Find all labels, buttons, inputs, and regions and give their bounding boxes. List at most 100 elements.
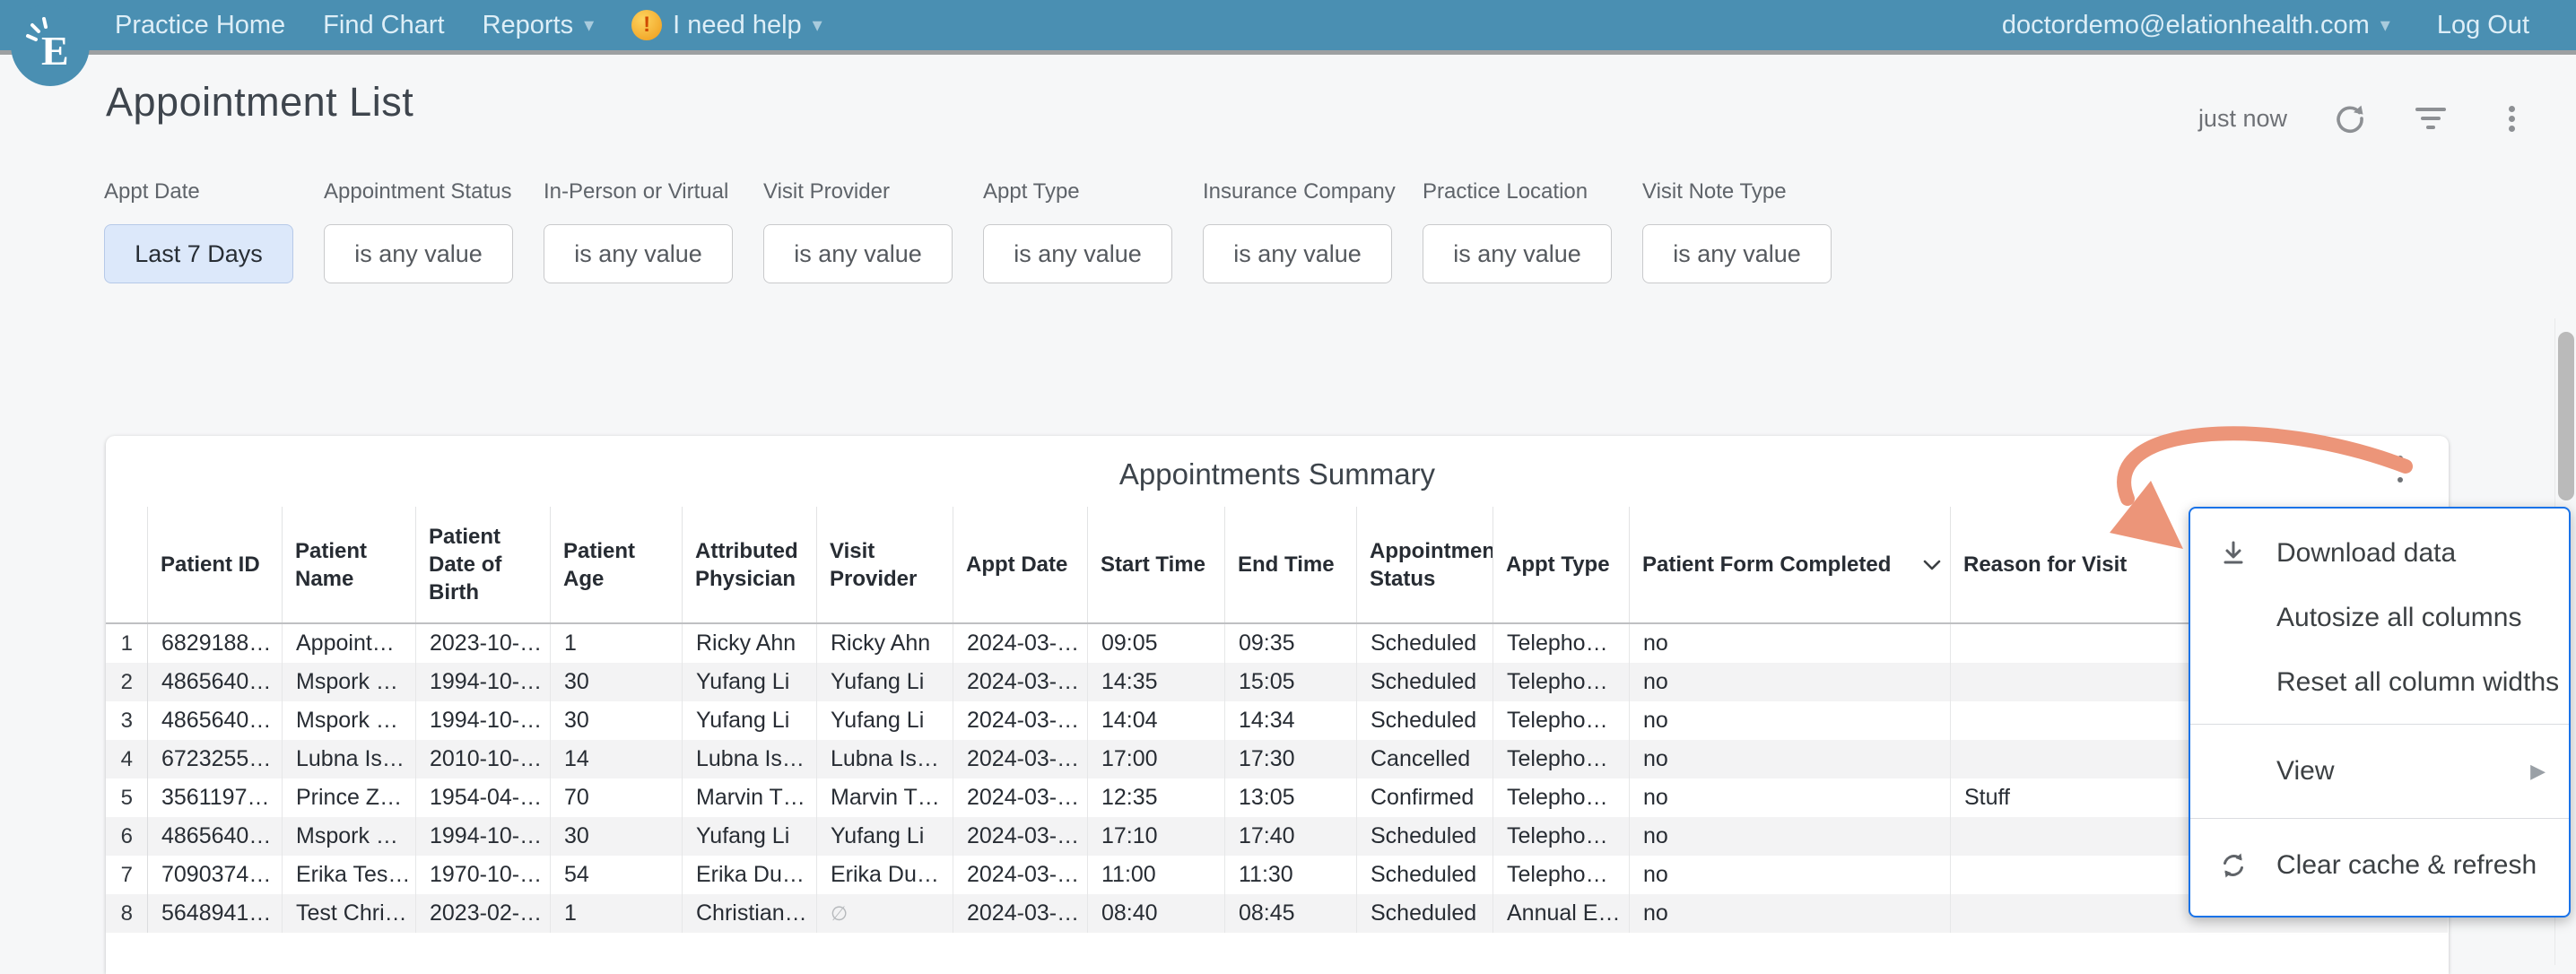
cell-patient_form_completed[interactable]: no (1630, 701, 1951, 740)
cell-appointment_status[interactable]: Scheduled (1357, 856, 1493, 894)
cell-patient_dob[interactable]: 1994-10-… (416, 663, 551, 701)
cell-start_time[interactable]: 17:10 (1088, 817, 1225, 856)
cell-visit_provider[interactable]: Ricky Ahn (817, 624, 953, 663)
cell-patient_name[interactable]: Mspork … (283, 817, 416, 856)
cell-visit_provider[interactable]: Yufang Li (817, 701, 953, 740)
cell-patient_dob[interactable]: 1954-04-… (416, 778, 551, 817)
filter-value-chip[interactable]: Last 7 Days (104, 224, 293, 283)
cell-end_time[interactable]: 17:40 (1225, 817, 1357, 856)
cell-appt_date[interactable]: 2024-03-… (953, 663, 1088, 701)
cell-appt_type[interactable]: Annual E… (1493, 894, 1630, 933)
cell-appointment_status[interactable]: Scheduled (1357, 701, 1493, 740)
menu-item-clear-cache-refresh[interactable]: Clear cache & refresh (2190, 828, 2569, 903)
cell-end_time[interactable]: 09:35 (1225, 624, 1357, 663)
filter-value-chip[interactable]: is any value (983, 224, 1172, 283)
cell-end_time[interactable]: 08:45 (1225, 894, 1357, 933)
cell-visit_provider[interactable]: Yufang Li (817, 663, 953, 701)
elation-logo[interactable]: E (11, 4, 90, 86)
column-header-patient_age[interactable]: Patient Age (551, 507, 683, 622)
cell-appointment_status[interactable]: Scheduled (1357, 663, 1493, 701)
cell-patient_age[interactable]: 1 (551, 894, 683, 933)
refresh-icon[interactable] (2332, 100, 2368, 136)
cell-end_time[interactable]: 14:34 (1225, 701, 1357, 740)
cell-patient_dob[interactable]: 2023-02-… (416, 894, 551, 933)
filter-value-chip[interactable]: is any value (324, 224, 513, 283)
cell-patient_id[interactable]: 6829188… (148, 624, 283, 663)
cell-appt_date[interactable]: 2024-03-… (953, 624, 1088, 663)
cell-attributed_physician[interactable]: Ricky Ahn (683, 624, 817, 663)
cell-end_time[interactable]: 15:05 (1225, 663, 1357, 701)
column-header-appointment_status[interactable]: Appointment Status (1357, 507, 1493, 622)
column-header-patient_form_completed[interactable]: Patient Form Completed (1630, 507, 1951, 622)
filter-value-chip[interactable]: is any value (544, 224, 733, 283)
menu-item-autosize-columns[interactable]: Autosize all columns (2276, 603, 2522, 632)
cell-patient_age[interactable]: 14 (551, 740, 683, 778)
cell-patient_name[interactable]: Lubna Is… (283, 740, 416, 778)
cell-attributed_physician[interactable]: Christian… (683, 894, 817, 933)
cell-patient_name[interactable]: Erika Tes… (283, 856, 416, 894)
cell-appt_date[interactable]: 2024-03-… (953, 740, 1088, 778)
cell-start_time[interactable]: 09:05 (1088, 624, 1225, 663)
cell-start_time[interactable]: 12:35 (1088, 778, 1225, 817)
cell-appointment_status[interactable]: Scheduled (1357, 894, 1493, 933)
column-header-appt_date[interactable]: Appt Date (953, 507, 1088, 622)
cell-patient_age[interactable]: 30 (551, 817, 683, 856)
cell-patient_name[interactable]: Prince Z… (283, 778, 416, 817)
cell-patient_age[interactable]: 70 (551, 778, 683, 817)
cell-appt_type[interactable]: Telepho… (1493, 624, 1630, 663)
cell-patient_form_completed[interactable]: no (1630, 778, 1951, 817)
cell-visit_provider[interactable]: Marvin T… (817, 778, 953, 817)
cell-attributed_physician[interactable]: Marvin T… (683, 778, 817, 817)
cell-appt_type[interactable]: Telepho… (1493, 856, 1630, 894)
filter-value-chip[interactable]: is any value (1642, 224, 1832, 283)
cell-patient_form_completed[interactable]: no (1630, 856, 1951, 894)
cell-patient_name[interactable]: Appoint… (283, 624, 416, 663)
cell-appt_date[interactable]: 2024-03-… (953, 778, 1088, 817)
cell-appt_type[interactable]: Telepho… (1493, 701, 1630, 740)
cell-patient_form_completed[interactable]: no (1630, 663, 1951, 701)
cell-attributed_physician[interactable]: Erika Du… (683, 856, 817, 894)
cell-end_time[interactable]: 11:30 (1225, 856, 1357, 894)
cell-patient_id[interactable]: 7090374… (148, 856, 283, 894)
nav-account-menu[interactable]: doctordemo@elationhealth.com ▾ (2001, 10, 2390, 39)
cell-appointment_status[interactable]: Confirmed (1357, 778, 1493, 817)
column-menu-chevron-icon[interactable] (1923, 551, 1941, 578)
column-header-patient_id[interactable]: Patient ID (148, 507, 283, 622)
cell-appt_type[interactable]: Telepho… (1493, 740, 1630, 778)
cell-patient_id[interactable]: 3561197… (148, 778, 283, 817)
cell-visit_provider[interactable]: ∅ (817, 894, 953, 933)
cell-patient_age[interactable]: 30 (551, 663, 683, 701)
cell-patient_age[interactable]: 54 (551, 856, 683, 894)
vertical-scrollbar[interactable] (2558, 332, 2574, 500)
filter-value-chip[interactable]: is any value (763, 224, 953, 283)
cell-visit_provider[interactable]: Erika Du… (817, 856, 953, 894)
cell-start_time[interactable]: 11:00 (1088, 856, 1225, 894)
cell-patient_form_completed[interactable]: no (1630, 740, 1951, 778)
cell-start_time[interactable]: 17:00 (1088, 740, 1225, 778)
cell-attributed_physician[interactable]: Yufang Li (683, 701, 817, 740)
nav-i-need-help[interactable]: ! I need help ▾ (631, 10, 822, 40)
nav-reports[interactable]: Reports ▾ (482, 10, 595, 39)
filter-value-chip[interactable]: is any value (1423, 224, 1612, 283)
cell-reason_for_visit[interactable]: Stuff (1964, 785, 2010, 810)
filter-icon[interactable] (2413, 100, 2449, 136)
column-header-patient_name[interactable]: Patient Name (283, 507, 416, 622)
cell-patient_dob[interactable]: 1970-10-… (416, 856, 551, 894)
cell-appt_date[interactable]: 2024-03-… (953, 817, 1088, 856)
column-header-visit_provider[interactable]: Visit Provider (817, 507, 953, 622)
dashboard-kebab-icon[interactable] (2493, 100, 2529, 136)
cell-patient_dob[interactable]: 1994-10-… (416, 817, 551, 856)
nav-find-chart[interactable]: Find Chart (323, 10, 445, 39)
cell-appointment_status[interactable]: Scheduled (1357, 624, 1493, 663)
cell-attributed_physician[interactable]: Lubna Is… (683, 740, 817, 778)
menu-item-reset-column-widths[interactable]: Reset all column widths (2276, 667, 2560, 697)
column-header-reason_for_visit[interactable]: Reason for Visit (1963, 552, 2128, 577)
cell-patient_form_completed[interactable]: no (1630, 817, 1951, 856)
cell-start_time[interactable]: 14:04 (1088, 701, 1225, 740)
cell-appt_date[interactable]: 2024-03-… (953, 701, 1088, 740)
column-header-patient_dob[interactable]: Patient Date of Birth (416, 507, 551, 622)
cell-patient_age[interactable]: 30 (551, 701, 683, 740)
cell-attributed_physician[interactable]: Yufang Li (683, 663, 817, 701)
cell-patient_form_completed[interactable]: no (1630, 894, 1951, 933)
cell-patient_dob[interactable]: 1994-10-… (416, 701, 551, 740)
